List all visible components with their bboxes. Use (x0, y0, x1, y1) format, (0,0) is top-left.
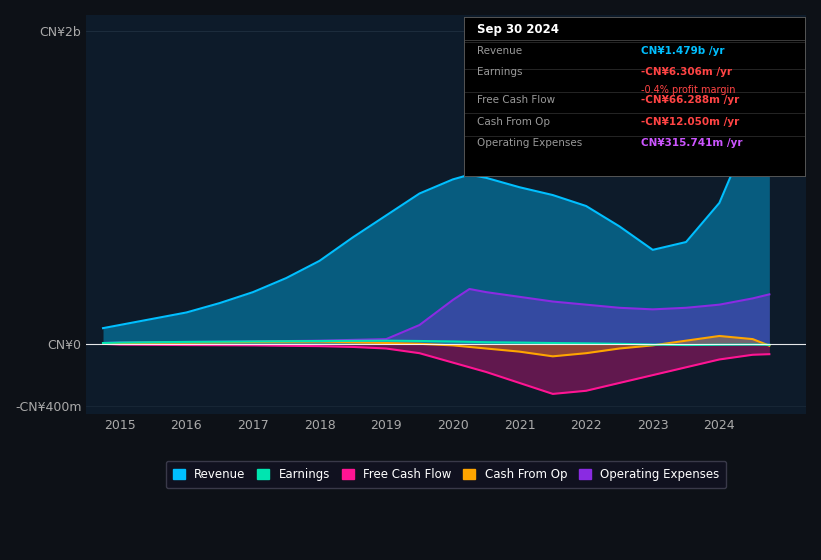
Text: CN¥315.741m /yr: CN¥315.741m /yr (641, 138, 742, 148)
Text: -0.4% profit margin: -0.4% profit margin (641, 86, 736, 95)
Text: Operating Expenses: Operating Expenses (478, 138, 583, 148)
Text: Earnings: Earnings (478, 67, 523, 77)
Text: Sep 30 2024: Sep 30 2024 (478, 23, 559, 36)
Text: Cash From Op: Cash From Op (478, 116, 551, 127)
Text: CN¥1.479b /yr: CN¥1.479b /yr (641, 45, 725, 55)
Text: -CN¥66.288m /yr: -CN¥66.288m /yr (641, 95, 739, 105)
Text: -CN¥6.306m /yr: -CN¥6.306m /yr (641, 67, 732, 77)
Text: -CN¥12.050m /yr: -CN¥12.050m /yr (641, 116, 739, 127)
Text: Revenue: Revenue (478, 45, 523, 55)
Legend: Revenue, Earnings, Free Cash Flow, Cash From Op, Operating Expenses: Revenue, Earnings, Free Cash Flow, Cash … (166, 461, 727, 488)
Text: Free Cash Flow: Free Cash Flow (478, 95, 556, 105)
